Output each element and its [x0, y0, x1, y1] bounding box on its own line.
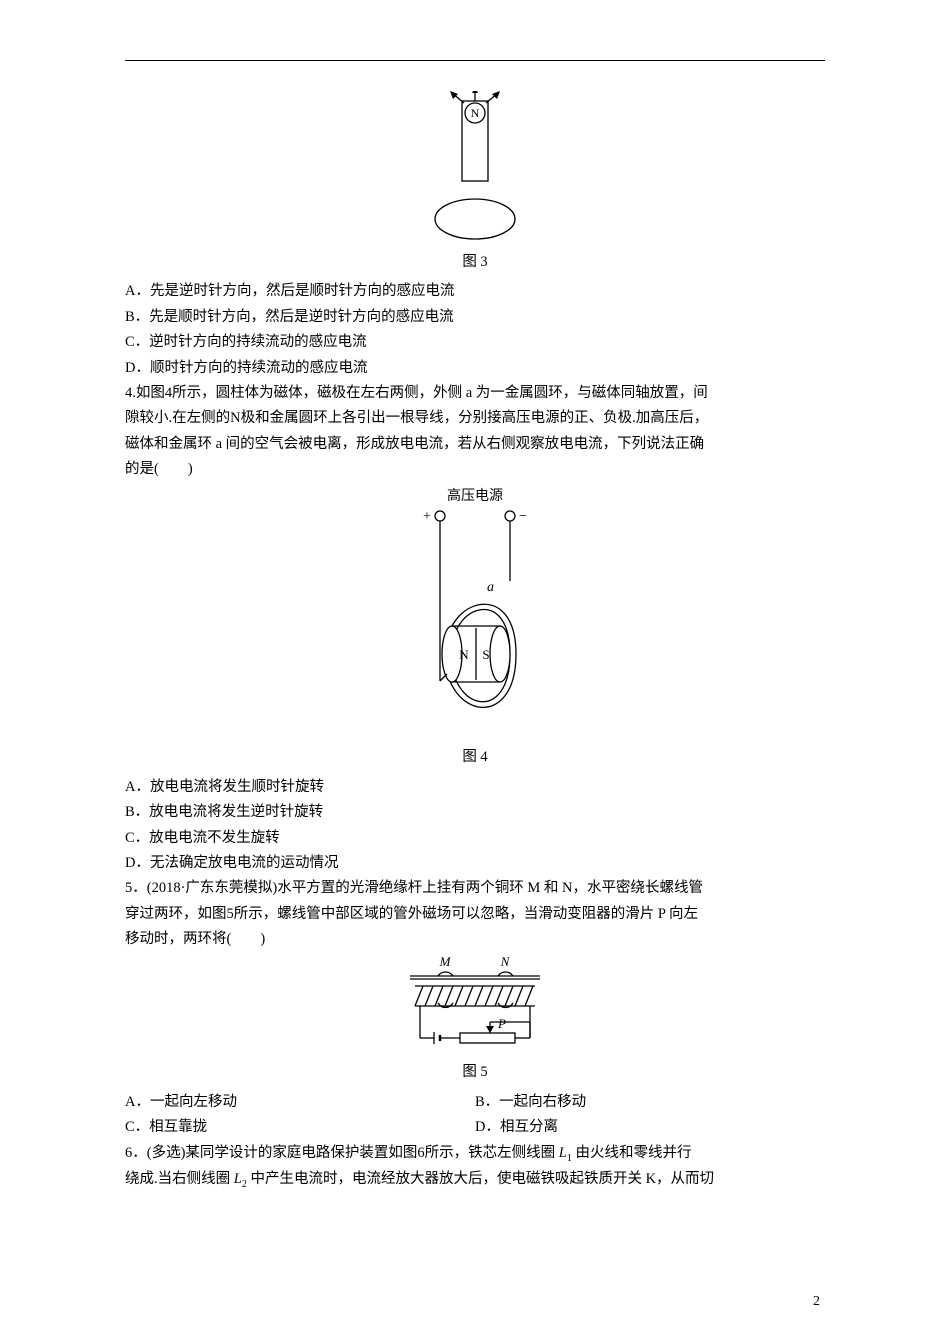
svg-text:M: M	[439, 956, 452, 969]
svg-text:N: N	[500, 956, 511, 969]
q3-option-a: A．先是逆时针方向，然后是顺时针方向的感应电流	[125, 279, 825, 304]
q5-option-a: A．一起向左移动	[125, 1090, 475, 1115]
q6-l1-pre: 6．(多选)某同学设计的家庭电路保护装置如图6所示，铁芯左侧线圈	[125, 1145, 559, 1161]
page-number: 2	[813, 1290, 820, 1315]
q5-options-row1: A．一起向左移动 B．一起向右移动	[125, 1090, 825, 1115]
q4-stem-line2: 隙较小.在左侧的N极和金属圆环上各引出一根导线，分别接高压电源的正、负极.加高压…	[125, 406, 825, 431]
q6-l1-post: 由火线和零线并行	[572, 1145, 692, 1161]
figure-5-caption: 图 5	[125, 1060, 825, 1085]
q5-option-b: B．一起向右移动	[475, 1090, 825, 1115]
q5-options-row2: C．相互靠拢 D．相互分离	[125, 1115, 825, 1140]
q6-l2-L: L	[234, 1171, 242, 1187]
q6-l2-pre: 绕成.当右侧线圈	[125, 1171, 234, 1187]
q5-option-c: C．相互靠拢	[125, 1115, 475, 1140]
figure-5-svg: M N	[390, 956, 560, 1056]
q4-stem-line3: 磁体和金属环 a 间的空气会被电离，形成放电电流，若从右侧观察放电电流，下列说法…	[125, 432, 825, 457]
svg-text:N: N	[459, 647, 469, 662]
figure-5: M N	[125, 956, 825, 1085]
q6-l2-post: 中产生电流时，电流经放大器放大后，使电磁铁吸起铁质开关 K，从而切	[247, 1171, 714, 1187]
q5-stem-line3: 移动时，两环将( )	[125, 927, 825, 952]
figure-3-caption: 图 3	[125, 250, 825, 275]
q3-option-b: B．先是顺时针方向，然后是逆时针方向的感应电流	[125, 305, 825, 330]
q6-stem-line2: 绕成.当右侧线圈 L2 中产生电流时，电流经放大器放大后，使电磁铁吸起铁质开关 …	[125, 1167, 825, 1193]
q5-stem-line1: 5．(2018·广东东莞模拟)水平方置的光滑绝缘杆上挂有两个铜环 M 和 N，水…	[125, 876, 825, 901]
figure-4-caption: 图 4	[125, 745, 825, 770]
figure-3: N 图 3	[125, 91, 825, 275]
svg-text:S: S	[482, 647, 489, 662]
q5-stem-line2: 穿过两环，如图5所示，螺线管中部区域的管外磁场可以忽略，当滑动变阻器的滑片 P …	[125, 902, 825, 927]
svg-text:+: +	[423, 509, 431, 524]
top-rule	[125, 60, 825, 61]
svg-text:高压电源: 高压电源	[447, 487, 503, 504]
q4-stem-line1: 4.如图4所示，圆柱体为磁体，磁极在左右两侧，外侧 a 为一金属圆环，与磁体同轴…	[125, 381, 825, 406]
q5-option-d: D．相互分离	[475, 1115, 825, 1140]
svg-text:−: −	[519, 509, 527, 524]
svg-text:a: a	[487, 580, 494, 595]
q4-option-a: A．放电电流将发生顺时针旋转	[125, 775, 825, 800]
q3-option-c: C．逆时针方向的持续流动的感应电流	[125, 330, 825, 355]
svg-text:N: N	[471, 106, 480, 120]
q4-stem-line4: 的是( )	[125, 457, 825, 482]
figure-4: 高压电源 + − a	[125, 486, 825, 770]
q3-option-d: D．顺时针方向的持续流动的感应电流	[125, 356, 825, 381]
q6-l1-L: L	[559, 1145, 567, 1161]
q6-stem-line1: 6．(多选)某同学设计的家庭电路保护装置如图6所示，铁芯左侧线圈 L1 由火线和…	[125, 1141, 825, 1167]
figure-3-svg: N	[420, 91, 530, 246]
q4-option-c: C．放电电流不发生旋转	[125, 826, 825, 851]
q4-option-d: D．无法确定放电电流的运动情况	[125, 851, 825, 876]
q4-option-b: B．放电电流将发生逆时针旋转	[125, 800, 825, 825]
figure-4-svg: 高压电源 + − a	[385, 486, 565, 741]
svg-text:P: P	[497, 1016, 506, 1031]
